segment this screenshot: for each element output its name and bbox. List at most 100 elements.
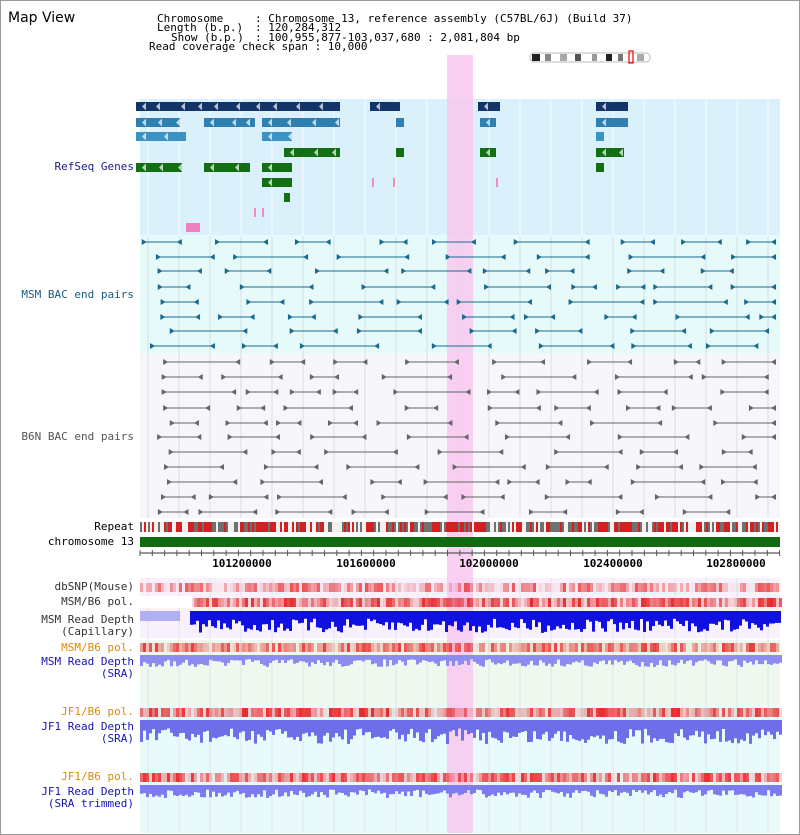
read-depth-bar xyxy=(314,655,317,665)
read-depth-bar xyxy=(626,720,629,739)
gene-strand-arrow xyxy=(335,118,339,127)
repeat-track-mark xyxy=(168,522,170,532)
read-depth-bar xyxy=(236,720,239,740)
repeat-track-mark xyxy=(426,522,428,532)
read-depth-bar xyxy=(395,785,398,792)
read-depth-bar xyxy=(691,611,694,624)
bac-end-marker xyxy=(231,389,237,395)
polymorphism-cell xyxy=(239,583,242,592)
polymorphism-cell xyxy=(416,773,419,782)
read-depth-bar xyxy=(416,720,419,733)
polymorphism-cell xyxy=(353,643,356,652)
read-depth-bar xyxy=(419,785,422,798)
track-label-msm-bac[interactable]: MSM BAC end pairs xyxy=(21,288,134,301)
track-label-refseq-genes[interactable]: RefSeq Genes xyxy=(54,160,134,173)
polymorphism-cell xyxy=(296,583,299,592)
repeat-track-mark xyxy=(470,522,472,532)
read-depth-bar xyxy=(215,785,218,797)
refseq-gene xyxy=(596,118,628,127)
track-label-jf1-b6-pol[interactable]: JF1/B6 pol. xyxy=(61,705,134,718)
read-depth-bar xyxy=(395,655,398,664)
track-label-msm-depth-sra[interactable]: MSM Read Depth xyxy=(41,655,134,668)
repeat-track-mark xyxy=(706,522,708,532)
repeat-track-mark xyxy=(408,522,410,532)
read-depth-bar xyxy=(497,720,500,741)
polymorphism-cell xyxy=(344,708,347,717)
polymorphism-cell xyxy=(215,643,218,652)
read-depth-bar xyxy=(374,720,377,738)
repeat-track-mark xyxy=(736,522,738,532)
read-depth-bar xyxy=(511,611,514,623)
read-depth-bar xyxy=(710,655,713,664)
read-depth-bar xyxy=(367,611,370,619)
polymorphism-cell xyxy=(722,708,725,717)
repeat-track-mark xyxy=(280,522,282,532)
read-depth-bar xyxy=(155,655,158,667)
read-depth-bar xyxy=(533,785,536,791)
polymorphism-cell xyxy=(284,773,287,782)
read-depth-bar xyxy=(688,611,691,632)
polymorphism-cell xyxy=(725,643,728,652)
repeat-track-mark xyxy=(544,522,546,532)
repeat-track-mark xyxy=(332,522,334,532)
repeat-track-mark xyxy=(600,522,602,532)
track-label-msm-b6-pol-2[interactable]: MSM/B6 pol. xyxy=(61,641,134,654)
track-label-b6n-bac[interactable]: B6N BAC end pairs xyxy=(21,430,134,443)
read-depth-bar xyxy=(653,720,656,739)
polymorphism-cell xyxy=(572,583,575,592)
track-label-jf1-depth-sra[interactable]: JF1 Read Depth xyxy=(41,720,134,733)
track-label-jf1-b6-pol-2[interactable]: JF1/B6 pol. xyxy=(61,770,134,783)
polymorphism-cell xyxy=(458,583,461,592)
polymorphism-cell xyxy=(650,583,653,592)
polymorphism-cell xyxy=(770,583,773,592)
polymorphism-cell xyxy=(749,598,752,607)
repeat-track-mark xyxy=(598,522,600,532)
polymorphism-cell xyxy=(458,708,461,717)
repeat-track-mark xyxy=(170,522,172,532)
read-depth-bar xyxy=(746,785,749,797)
track-label-jf1-depth-trimmed[interactable]: JF1 Read Depth xyxy=(41,785,134,798)
track-label-repeat[interactable]: Repeat xyxy=(94,520,134,533)
polymorphism-cell xyxy=(512,708,515,717)
polymorphism-cell xyxy=(773,643,776,652)
read-depth-bar xyxy=(415,611,418,629)
read-depth-bar xyxy=(566,720,569,742)
repeat-track-mark xyxy=(608,522,610,532)
read-depth-bar xyxy=(383,655,386,660)
polymorphism-cell xyxy=(407,708,410,717)
repeat-track-mark xyxy=(278,522,280,532)
polymorphism-cell xyxy=(482,583,485,592)
read-depth-bar xyxy=(247,611,250,629)
polymorphism-cell xyxy=(536,643,539,652)
read-depth-bar xyxy=(212,720,215,738)
read-depth-bar xyxy=(473,785,476,794)
read-depth-bar xyxy=(521,720,524,732)
polymorphism-cell xyxy=(668,773,671,782)
polymorphism-cell xyxy=(596,598,599,607)
polymorphism-cell xyxy=(425,583,428,592)
polymorphism-cell xyxy=(197,583,200,592)
gene-strand-arrow xyxy=(287,118,291,127)
polymorphism-cell xyxy=(476,773,479,782)
repeat-track-mark xyxy=(488,522,490,532)
bac-end-marker xyxy=(744,299,750,305)
track-label-msm-b6-pol[interactable]: MSM/B6 pol. xyxy=(61,595,134,608)
read-depth-bar xyxy=(728,785,731,791)
bac-end-marker xyxy=(681,239,687,245)
track-label-msm-depth-capillary[interactable]: MSM Read Depth xyxy=(41,613,134,626)
read-depth-bar xyxy=(728,655,731,662)
refseq-small-feature xyxy=(186,223,200,232)
polymorphism-cell xyxy=(680,643,683,652)
polymorphism-cell xyxy=(419,598,422,607)
polymorphism-cell xyxy=(356,643,359,652)
polymorphism-cell xyxy=(374,643,377,652)
track-label-dbsnp[interactable]: dbSNP(Mouse) xyxy=(54,580,134,593)
read-depth-bar xyxy=(658,611,661,625)
read-depth-bar xyxy=(191,720,194,734)
bac-end-marker xyxy=(141,239,147,245)
read-depth-bar xyxy=(560,720,563,741)
read-depth-bar xyxy=(263,785,266,791)
read-depth-bar xyxy=(661,611,664,627)
read-depth-bar xyxy=(331,611,334,622)
